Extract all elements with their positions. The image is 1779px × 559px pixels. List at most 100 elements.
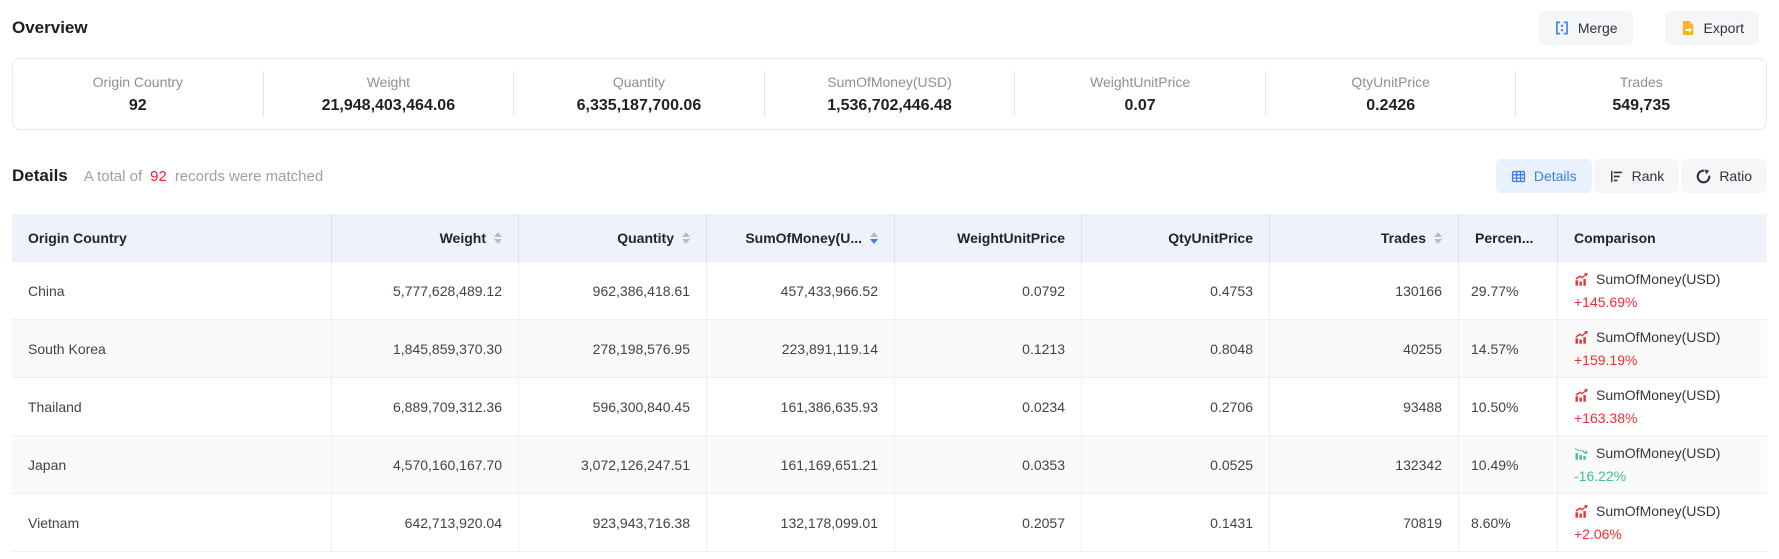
cell-qty-unit-price: 0.0525 — [1082, 436, 1270, 493]
stat-label: Weight — [366, 73, 411, 90]
cell-quantity: 278,198,576.95 — [519, 320, 707, 377]
cell-weight: 6,889,709,312.36 — [332, 378, 519, 435]
view-switch: Details Rank Ratio — [1495, 159, 1767, 193]
comparison-metric-line: SumOfMoney(USD) — [1574, 271, 1720, 287]
summary-prefix: A total of — [83, 168, 143, 185]
column-header-weight[interactable]: Weight — [332, 214, 519, 262]
column-header-trades[interactable]: Trades — [1270, 214, 1459, 262]
table-row: Thailand 6,889,709,312.36 596,300,840.45 16… — [12, 378, 1767, 436]
stat-label: WeightUnitPrice — [1090, 73, 1191, 90]
column-label: Quantity — [617, 230, 674, 246]
comparison-change: +159.19% — [1574, 352, 1638, 368]
stat-weightunitprice: WeightUnitPrice 0.07 — [1014, 71, 1265, 117]
cell-quantity: 962,386,418.61 — [519, 262, 707, 319]
comparison-metric: SumOfMoney(USD) — [1596, 503, 1721, 519]
stat-value: 92 — [128, 96, 147, 114]
view-tab-label: Rank — [1631, 168, 1665, 184]
cell-origin-country: Japan — [12, 436, 332, 493]
trend-up-chart-icon — [1574, 388, 1589, 403]
cell-percent: 8.60% — [1459, 494, 1558, 551]
sort-carets-icon — [870, 232, 878, 244]
column-header-qtyunitprice: QtyUnitPrice — [1082, 214, 1270, 262]
column-header-sumofmoney-u[interactable]: SumOfMoney(U... — [707, 214, 895, 262]
column-header-origin-country: Origin Country — [12, 214, 332, 262]
cell-comparison: SumOfMoney(USD) +2.06% — [1558, 494, 1767, 551]
cell-percent: 10.50% — [1459, 378, 1558, 435]
details-table: Origin Country Weight Quantity SumOfMoney(U… — [12, 214, 1767, 552]
cell-percent: 10.49% — [1459, 436, 1558, 493]
column-label: WeightUnitPrice — [957, 230, 1065, 246]
overview-stats: Origin Country 92 Weight 21,948,403,464.06 Q… — [12, 58, 1767, 130]
table-header-row: Origin Country Weight Quantity SumOfMoney(U… — [12, 214, 1767, 262]
stat-value: 549,735 — [1612, 96, 1671, 114]
stat-label: Trades — [1619, 73, 1663, 90]
stat-label: Quantity — [612, 73, 666, 90]
column-header-percen: Percen... — [1459, 214, 1558, 262]
export-button-label: Export — [1703, 20, 1744, 36]
cell-trades: 132342 — [1270, 436, 1459, 493]
table-row: Japan 4,570,160,167.70 3,072,126,247.51 161… — [12, 436, 1767, 494]
comparison-metric-line: SumOfMoney(USD) — [1574, 503, 1720, 519]
details-title: Details — [12, 166, 68, 185]
column-label: Weight — [439, 230, 486, 246]
view-tab-ratio[interactable]: Ratio — [1681, 159, 1767, 193]
record-count: 92 — [150, 168, 167, 185]
view-tab-label: Ratio — [1719, 168, 1752, 184]
cell-weight-unit-price: 0.0353 — [895, 436, 1082, 493]
trend-up-chart-icon — [1574, 504, 1589, 519]
merge-button[interactable]: Merge — [1538, 11, 1633, 45]
ratio-icon — [1696, 168, 1711, 184]
trend-up-chart-icon — [1574, 272, 1589, 287]
cell-weight: 5,777,628,489.12 — [332, 262, 519, 319]
cell-quantity: 923,943,716.38 — [519, 494, 707, 551]
column-label: Origin Country — [28, 230, 127, 246]
stat-label: QtyUnitPrice — [1351, 73, 1430, 90]
stat-label: Origin Country — [92, 73, 183, 90]
view-tab-details[interactable]: Details — [1495, 159, 1592, 193]
details-header: Details A total of 92 records were matched… — [12, 156, 1767, 196]
cell-sum-of-money: 132,178,099.01 — [707, 494, 895, 551]
stat-origin-country: Origin Country 92 — [13, 71, 263, 117]
cell-weight-unit-price: 0.1213 — [895, 320, 1082, 377]
table-row: South Korea 1,845,859,370.30 278,198,576.9… — [12, 320, 1767, 378]
column-label: QtyUnitPrice — [1168, 230, 1253, 246]
cell-weight: 4,570,160,167.70 — [332, 436, 519, 493]
table-row: Vietnam 642,713,920.04 923,943,716.38 132,1… — [12, 494, 1767, 552]
export-icon — [1680, 20, 1696, 36]
column-label: Comparison — [1574, 230, 1656, 246]
sort-carets-icon — [1434, 232, 1442, 244]
cell-origin-country: South Korea — [12, 320, 332, 377]
column-label: SumOfMoney(U... — [745, 230, 862, 246]
view-tab-label: Details — [1533, 168, 1577, 184]
cell-origin-country: Vietnam — [12, 494, 332, 551]
trend-down-chart-icon — [1574, 446, 1589, 461]
view-tab-rank[interactable]: Rank — [1593, 159, 1680, 193]
cell-weight-unit-price: 0.0234 — [895, 378, 1082, 435]
stat-value: 1,536,702,446.48 — [827, 96, 952, 114]
cell-sum-of-money: 457,433,966.52 — [707, 262, 895, 319]
details-table-body: China 5,777,628,489.12 962,386,418.61 457,4… — [12, 262, 1767, 552]
overview-header: Overview Merge Export — [0, 0, 1779, 56]
cell-qty-unit-price: 0.8048 — [1082, 320, 1270, 377]
cell-comparison: SumOfMoney(USD) +163.38% — [1558, 378, 1767, 435]
comparison-metric: SumOfMoney(USD) — [1596, 387, 1721, 403]
comparison-change: -16.22% — [1574, 468, 1627, 484]
page-title: Overview — [12, 18, 88, 37]
stat-trades: Trades 549,735 — [1515, 71, 1766, 117]
cell-qty-unit-price: 0.2706 — [1082, 378, 1270, 435]
topbar-actions: Merge Export — [1538, 11, 1759, 45]
column-header-quantity[interactable]: Quantity — [519, 214, 707, 262]
sort-carets-icon — [682, 232, 690, 244]
cell-sum-of-money: 161,169,651.21 — [707, 436, 895, 493]
cell-origin-country: China — [12, 262, 332, 319]
cell-origin-country: Thailand — [12, 378, 332, 435]
comparison-change: +145.69% — [1574, 294, 1638, 310]
cell-weight-unit-price: 0.2057 — [895, 494, 1082, 551]
comparison-metric: SumOfMoney(USD) — [1596, 329, 1721, 345]
cell-sum-of-money: 223,891,119.14 — [707, 320, 895, 377]
cell-percent: 29.77% — [1459, 262, 1558, 319]
export-button[interactable]: Export — [1664, 11, 1759, 45]
trend-up-chart-icon — [1574, 330, 1589, 345]
records-summary: A total of 92 records were matched — [84, 168, 323, 185]
